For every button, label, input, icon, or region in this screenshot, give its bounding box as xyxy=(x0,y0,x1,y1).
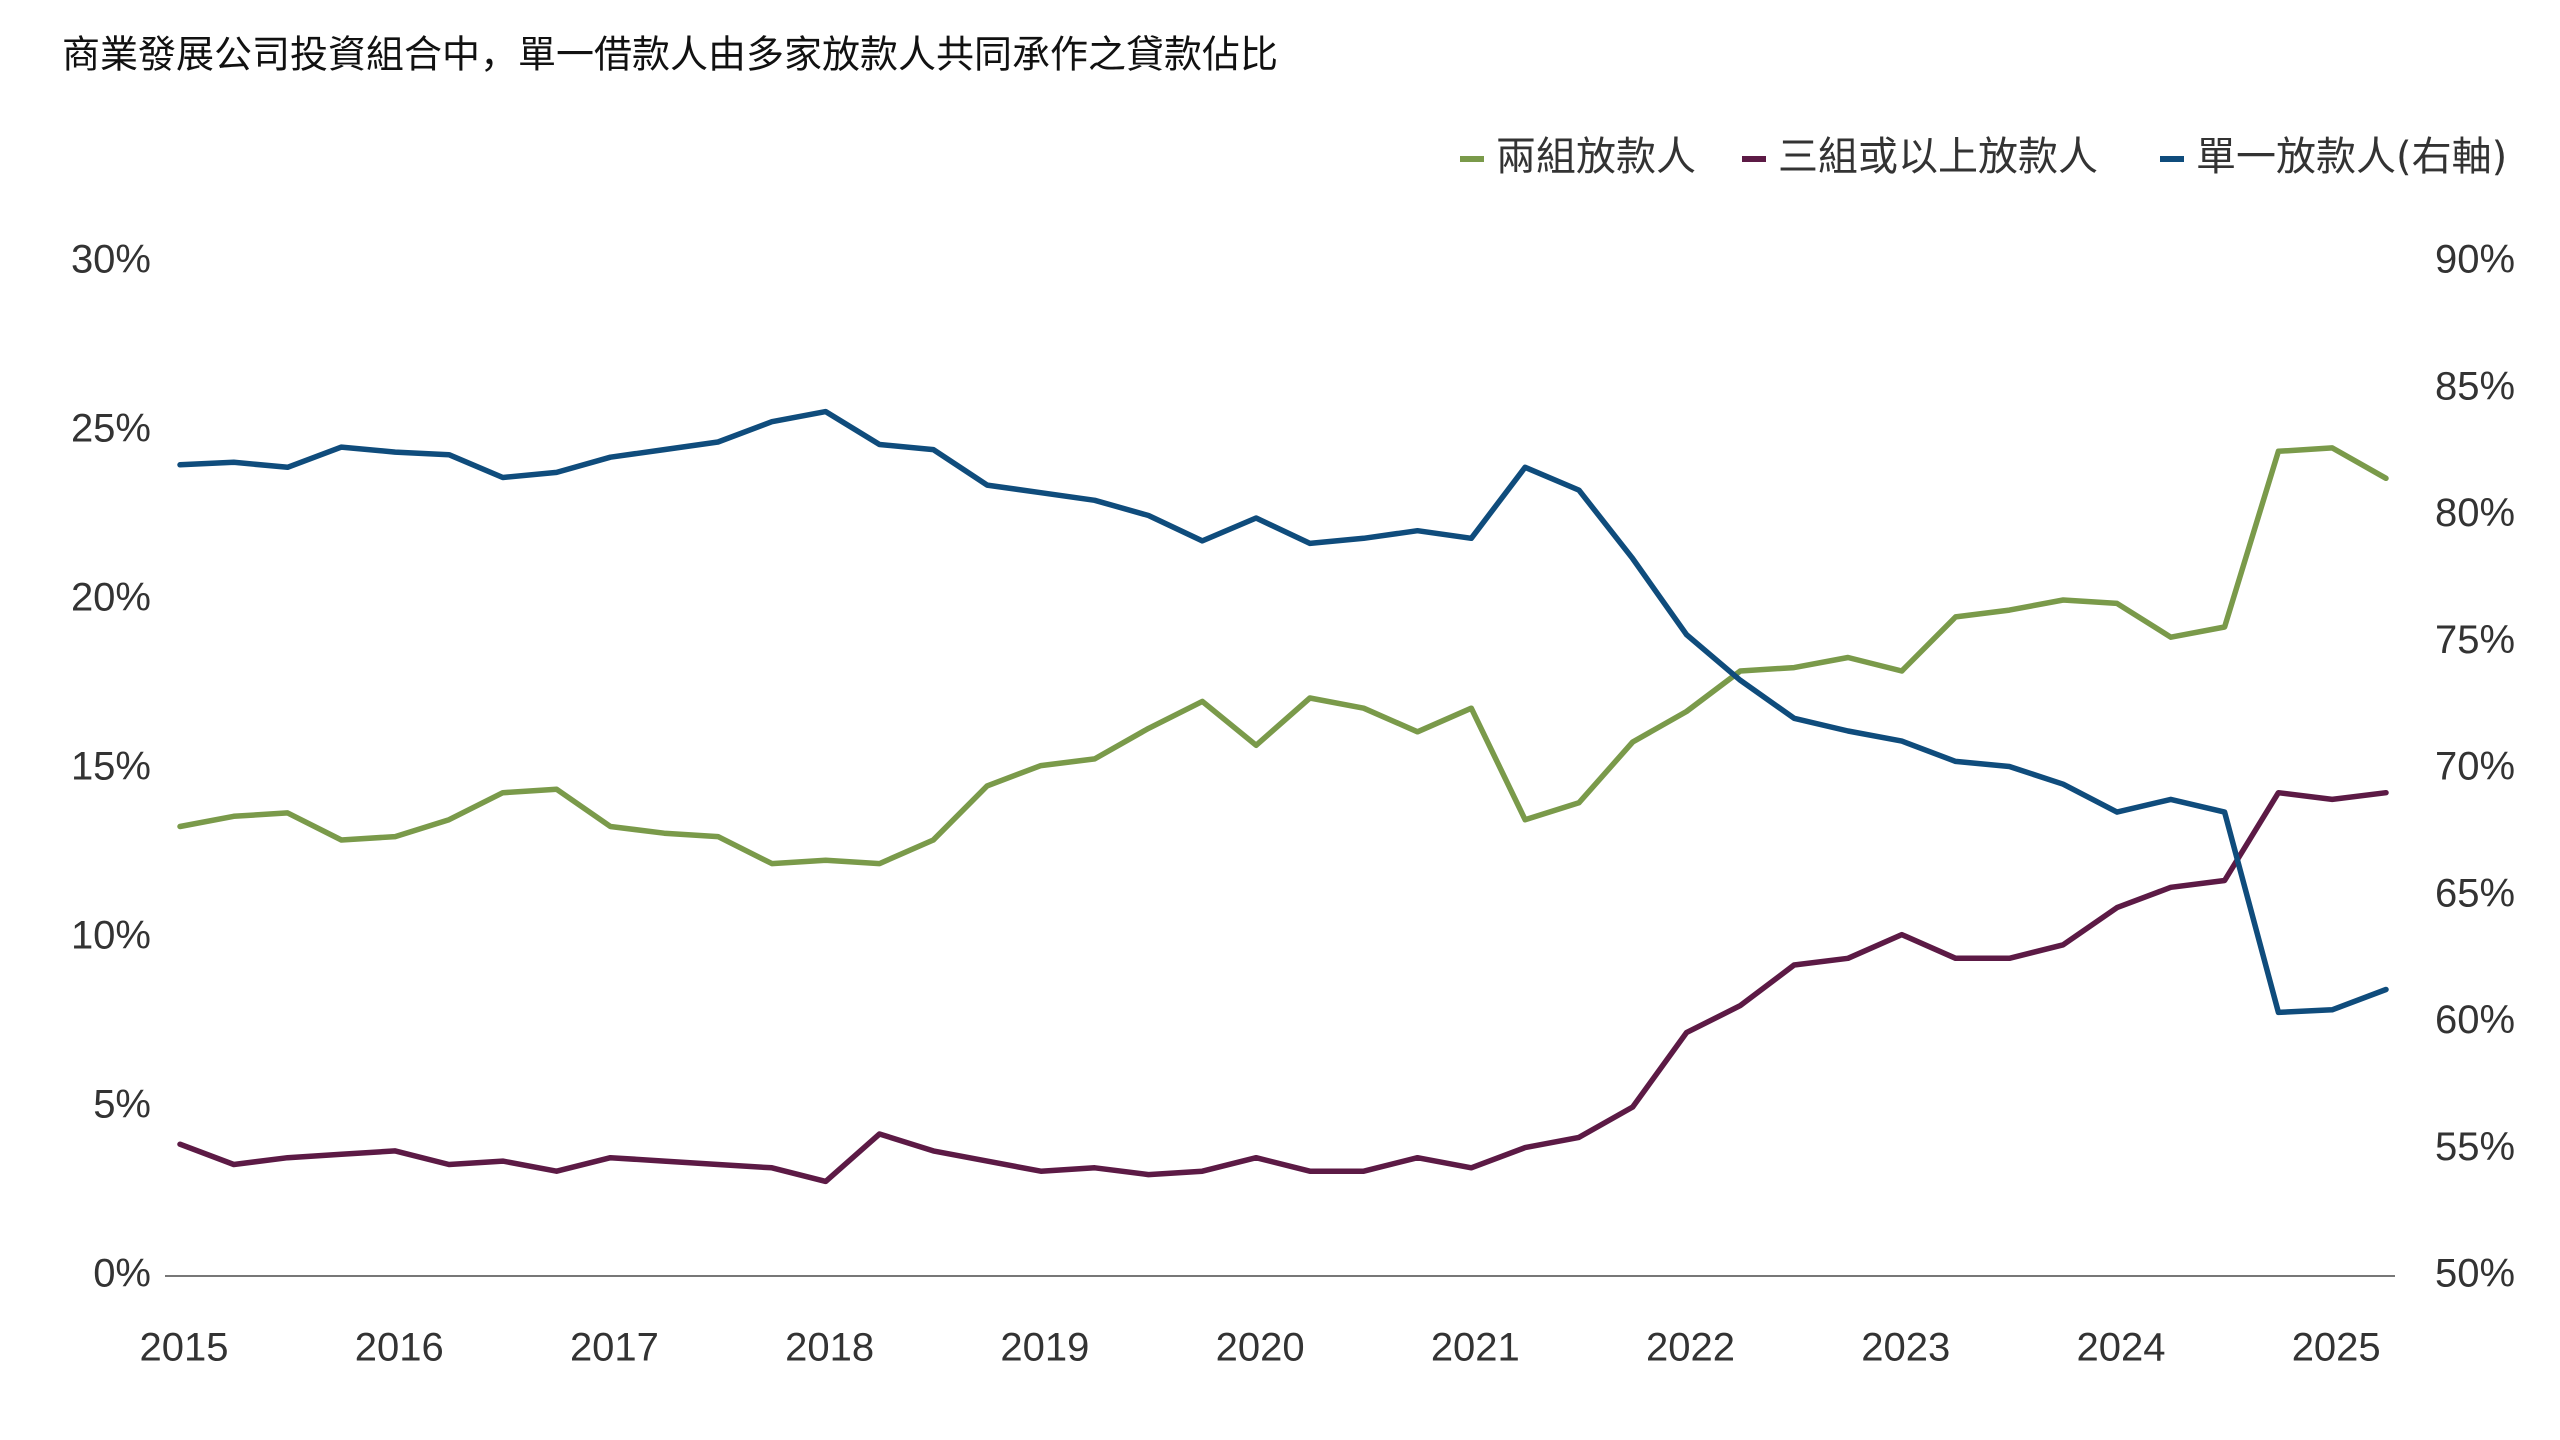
series-line xyxy=(177,789,2389,1185)
y2-tick-label: 85% xyxy=(2435,364,2515,408)
y2-tick-label: 55% xyxy=(2435,1125,2515,1169)
series-line xyxy=(177,408,2389,1016)
legend-label: 兩組放款人 xyxy=(1496,134,1696,180)
y-tick-label: 25% xyxy=(71,407,151,451)
x-tick-label: 2020 xyxy=(1216,1326,1305,1370)
x-tick-label: 2023 xyxy=(1861,1326,1950,1370)
y-tick-label: 5% xyxy=(93,1083,151,1127)
y2-tick-label: 90% xyxy=(2435,238,2515,282)
x-tick-label: 2018 xyxy=(785,1326,874,1370)
series-line xyxy=(177,445,2389,867)
y2-tick-label: 75% xyxy=(2435,618,2515,662)
legend-label: 單一放款人(右軸) xyxy=(2196,134,2507,180)
y-tick-label: 20% xyxy=(71,576,151,620)
y2-tick-label: 50% xyxy=(2435,1252,2515,1296)
x-tick-label: 2017 xyxy=(570,1326,659,1370)
x-tick-label: 2025 xyxy=(2292,1326,2381,1370)
x-tick-label: 2016 xyxy=(355,1326,444,1370)
x-tick-label: 2022 xyxy=(1646,1326,1735,1370)
y-tick-label: 0% xyxy=(93,1252,151,1296)
x-tick-label: 2024 xyxy=(2076,1326,2165,1370)
y-tick-label: 15% xyxy=(71,745,151,789)
y2-tick-label: 60% xyxy=(2435,998,2515,1042)
legend-label: 三組或以上放款人 xyxy=(1778,134,2098,180)
y-tick-label: 10% xyxy=(71,914,151,958)
y2-tick-label: 80% xyxy=(2435,491,2515,535)
chart-title: 商業發展公司投資組合中，單一借款人由多家放款人共同承作之貸款佔比 xyxy=(62,33,1278,77)
x-tick-label: 2021 xyxy=(1431,1326,1520,1370)
y2-tick-label: 65% xyxy=(2435,871,2515,915)
x-tick-label: 2015 xyxy=(140,1326,229,1370)
y2-tick-label: 70% xyxy=(2435,745,2515,789)
y-tick-label: 30% xyxy=(71,238,151,282)
x-tick-label: 2019 xyxy=(1000,1326,1089,1370)
